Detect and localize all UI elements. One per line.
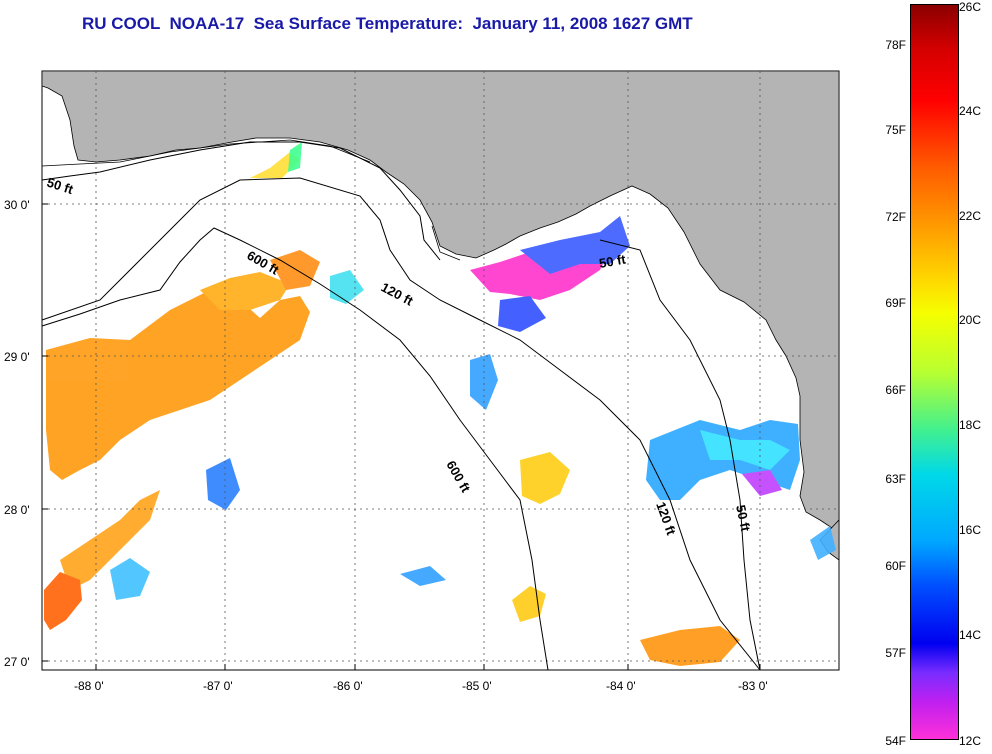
lat-lon-grid [42,71,839,670]
frame-ticks [42,203,761,670]
colorbar-f-label: 75F [885,123,906,137]
latitude-labels: 30 0' 29 0' 28 0' 27 0' [4,198,30,669]
colorbar-f-label: 66F [885,383,906,397]
contour-50ft-east [599,239,761,671]
colorbar-f-label: 54F [885,734,906,748]
contour-label: 50 ft [598,251,628,271]
lon-label: -86 0' [333,679,363,693]
sst-patches [44,152,740,666]
bathymetry-contours [41,141,761,671]
lat-label: 27 0' [4,655,30,669]
colorbar-f-label: 60F [885,559,906,573]
lat-label: 29 0' [4,350,30,364]
map-title: RU COOL NOAA-17 Sea Surface Temperature:… [82,14,693,33]
colorbar-f-label: 57F [885,646,906,660]
colorbar-c-label: 18C [959,418,982,432]
contour-600ft [41,227,549,671]
colorbar-f-label: 72F [885,210,906,224]
lon-label: -87 0' [203,679,233,693]
lon-label: -84 0' [606,679,636,693]
lat-label: 30 0' [4,198,30,212]
colorbar-c-label: 22C [959,209,982,223]
contour-label: 50 ft [733,504,753,534]
colorbar-c-label: 20C [959,313,982,327]
colorbar-c-label: 12C [959,734,982,748]
temperature-colorbar [910,4,959,740]
colorbar-f-label: 69F [885,296,906,310]
longitude-labels: -88 0' -87 0' -86 0' -85 0' -84 0' -83 0… [74,679,768,693]
contour-50ft-west [41,141,441,261]
lon-label: -83 0' [738,679,768,693]
colorbar-c-label: 24C [959,104,982,118]
lon-label: -88 0' [74,679,104,693]
colorbar-c-label: 14C [959,628,982,642]
colorbar-f-label: 78F [885,38,906,52]
colorbar-c-label: 26C [959,0,982,14]
sst-cold-patches [110,142,836,600]
colorbar-f-label: 63F [885,472,906,486]
lon-label: -85 0' [462,679,492,693]
contour-120ft [41,177,761,671]
colorbar-c-label: 16C [959,523,982,537]
lat-label: 28 0' [4,503,30,517]
